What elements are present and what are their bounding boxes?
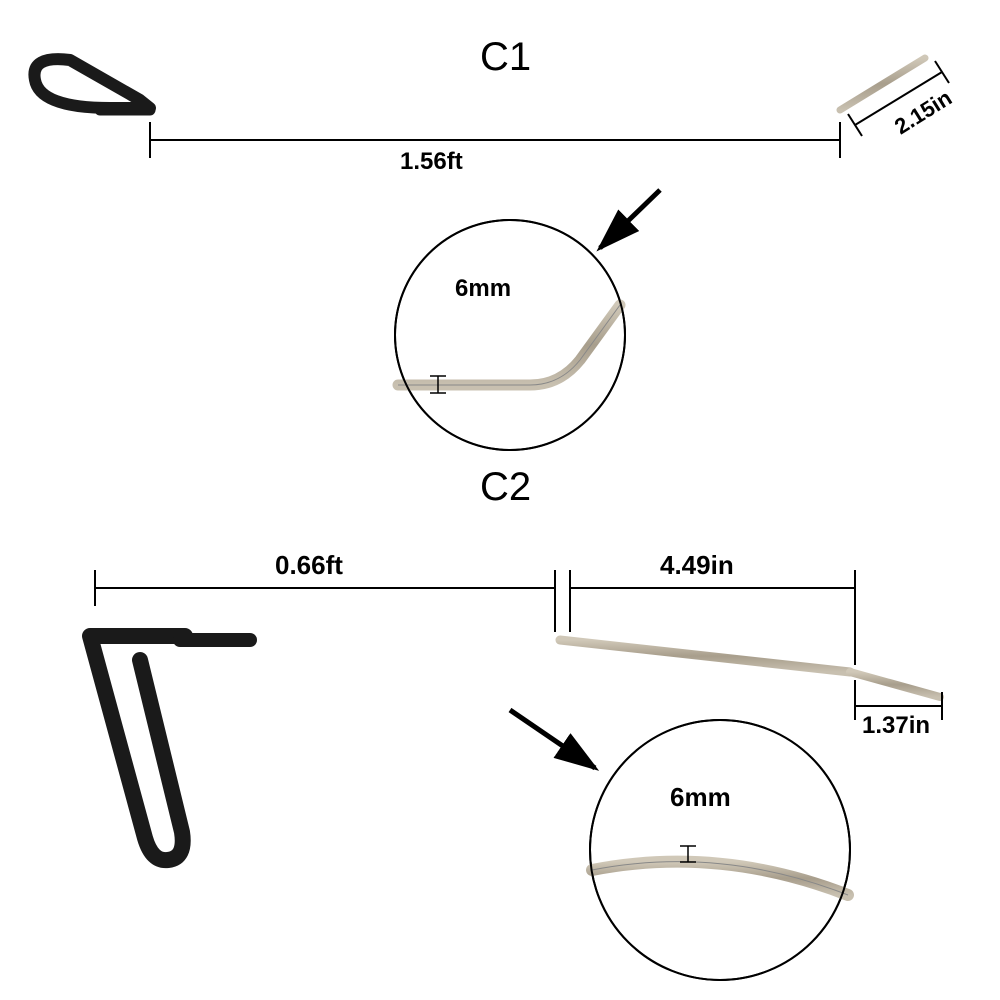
c2-detail-circle <box>590 720 850 980</box>
tool-c1 <box>34 58 949 450</box>
c2-length2-label: 4.49in <box>660 550 734 581</box>
c2-arrow <box>510 710 595 768</box>
c2-tip-label: 1.37in <box>862 712 930 740</box>
c1-handle <box>34 59 150 110</box>
c2-handle <box>90 636 250 860</box>
c1-arrow <box>600 190 660 248</box>
tool-c2 <box>90 570 942 980</box>
c2-title: C2 <box>480 465 531 510</box>
c1-detail-label: 6mm <box>455 275 511 303</box>
c2-tip <box>850 672 940 697</box>
c1-title: C1 <box>480 35 531 80</box>
c1-detail-circle <box>395 220 625 450</box>
c1-length-dim <box>150 122 840 158</box>
c2-detail-label: 6mm <box>670 782 731 813</box>
c1-tip <box>840 58 925 110</box>
c2-length1-label: 0.66ft <box>275 550 343 581</box>
c2-shaft2 <box>560 640 850 672</box>
c1-length-label: 1.56ft <box>400 148 463 176</box>
c2-dim2 <box>570 570 855 665</box>
